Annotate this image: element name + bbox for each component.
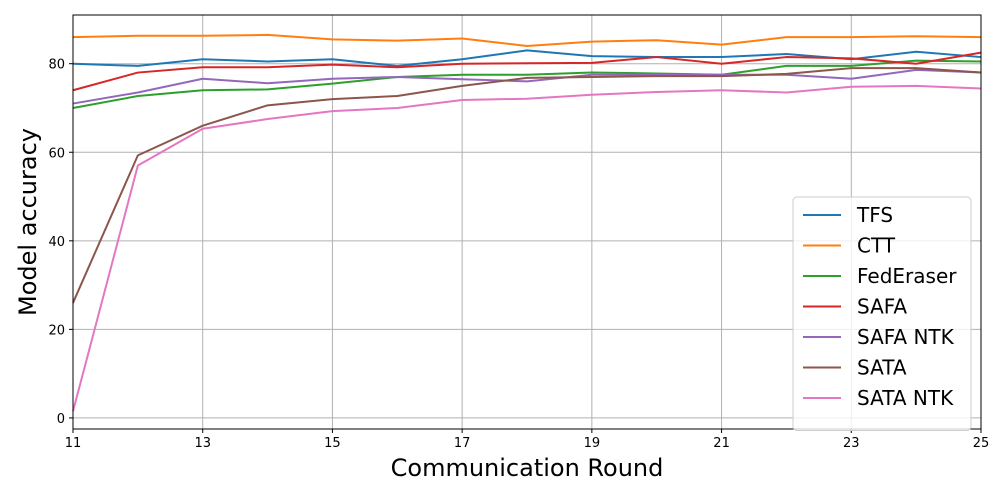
legend-box xyxy=(792,196,972,431)
plot-frame xyxy=(72,14,982,430)
y-tick-label: 80 xyxy=(48,58,65,73)
x-axis-label: Communication Round xyxy=(391,454,664,482)
legend-entry-label: SAFA NTK xyxy=(857,325,955,349)
x-tick-label: 17 xyxy=(454,436,471,451)
y-tick-label: 60 xyxy=(48,146,65,161)
legend-entry-label: TFS xyxy=(856,203,893,227)
series-line-sata xyxy=(72,67,982,304)
legend-entry-label: FedEraser xyxy=(857,264,957,288)
x-tick-label: 23 xyxy=(843,436,860,451)
series-line-ctt xyxy=(72,33,982,47)
x-tick-label: 11 xyxy=(65,436,82,451)
legend-entry-label: CTT xyxy=(857,234,896,258)
series-lines xyxy=(72,33,982,412)
series-line-sata-ntk xyxy=(72,84,982,412)
series-line-safa xyxy=(72,51,982,92)
x-tick-label: 15 xyxy=(324,436,341,451)
y-axis-label: Model accuracy xyxy=(14,128,42,316)
series-line-federaser xyxy=(72,59,982,109)
legend: TFS CTT FedEraser SAFA SAFA NTK SATA SATA NTK xyxy=(792,196,972,431)
y-tick-label: 0 xyxy=(57,412,65,427)
x-tick-label: 19 xyxy=(584,436,601,451)
axis-ticks: 11 13 15 17 19 21 23 25 0 20 40 60 80 xyxy=(48,58,989,451)
y-tick-label: 40 xyxy=(48,235,65,250)
legend-entry-label: SAFA xyxy=(857,295,907,319)
x-tick-label: 13 xyxy=(194,436,211,451)
legend-entry-label: SATA xyxy=(857,356,907,380)
x-tick-label: 25 xyxy=(973,436,990,451)
x-tick-label: 21 xyxy=(713,436,730,451)
legend-entry-label: SATA NTK xyxy=(857,386,954,410)
series-line-safa-ntk xyxy=(72,68,982,105)
y-tick-label: 20 xyxy=(48,323,65,338)
